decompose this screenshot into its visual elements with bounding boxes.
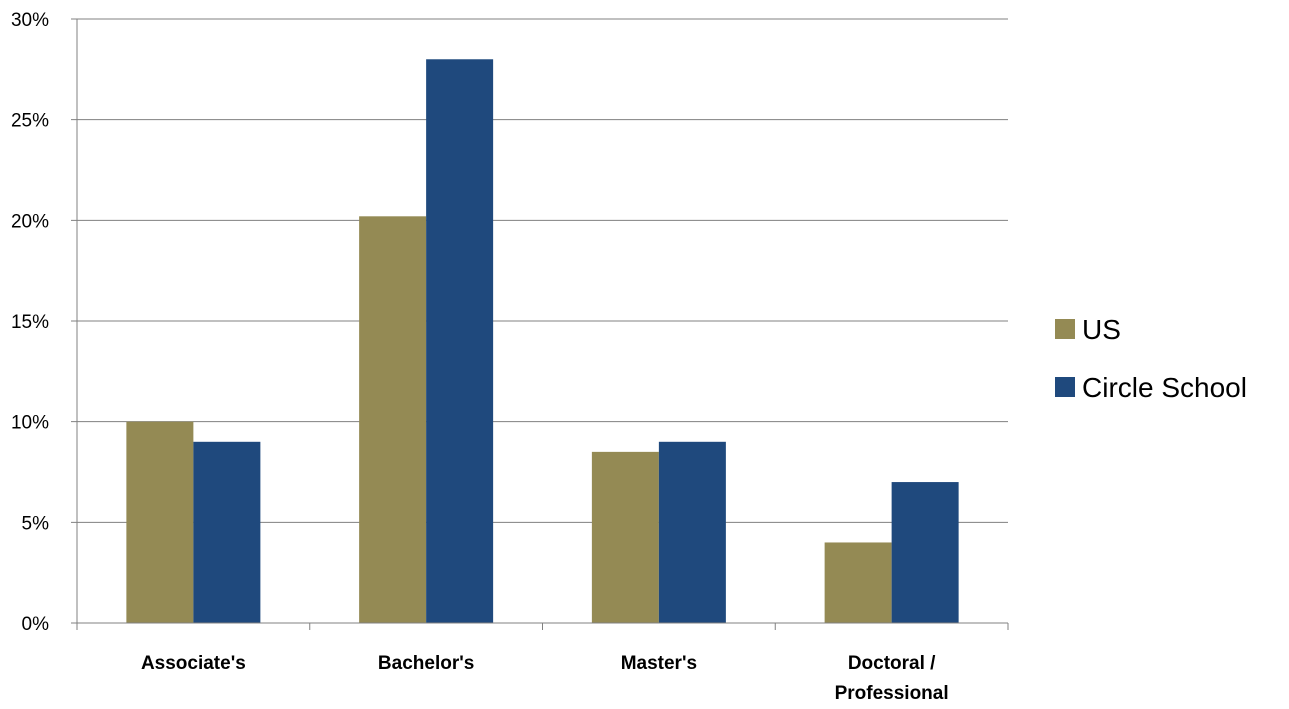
- bar-circle-school: [426, 59, 494, 624]
- x-tick-label: Bachelor's: [378, 653, 474, 674]
- legend: US Circle School: [1055, 314, 1247, 403]
- y-tick-label: 25%: [11, 111, 49, 132]
- x-axis-tick-labels: Associate's Bachelor's Master's Doctoral / P…: [141, 653, 949, 704]
- legend-label: US: [1082, 314, 1121, 345]
- y-tick-label: 30%: [11, 10, 49, 31]
- bar-circle-school: [193, 441, 261, 623]
- x-tick-label: Doctoral / Professional: [835, 653, 949, 704]
- y-tick-label: 0%: [22, 614, 50, 635]
- legend-label: Circle School: [1082, 372, 1247, 403]
- y-tick-label: 15%: [11, 312, 49, 333]
- y-tick-label: 10%: [11, 413, 49, 434]
- y-axis-ticks: 0% 5% 10% 15% 20% 25% 30%: [11, 10, 49, 635]
- legend-swatch: [1055, 377, 1075, 397]
- bar-us: [824, 542, 892, 623]
- bar-us: [359, 216, 427, 623]
- bar-circle-school: [891, 482, 959, 623]
- x-tick-label: Master's: [621, 653, 697, 674]
- bars: [126, 59, 959, 624]
- legend-swatch: [1055, 319, 1075, 339]
- gridlines: [71, 18, 1008, 523]
- bar-circle-school: [658, 441, 726, 623]
- bar-us: [591, 451, 659, 623]
- bar-us: [126, 421, 194, 623]
- x-axis: [71, 19, 1009, 630]
- y-tick-label: 5%: [22, 513, 50, 534]
- x-tick-label: Associate's: [141, 653, 246, 674]
- y-tick-label: 20%: [11, 211, 49, 232]
